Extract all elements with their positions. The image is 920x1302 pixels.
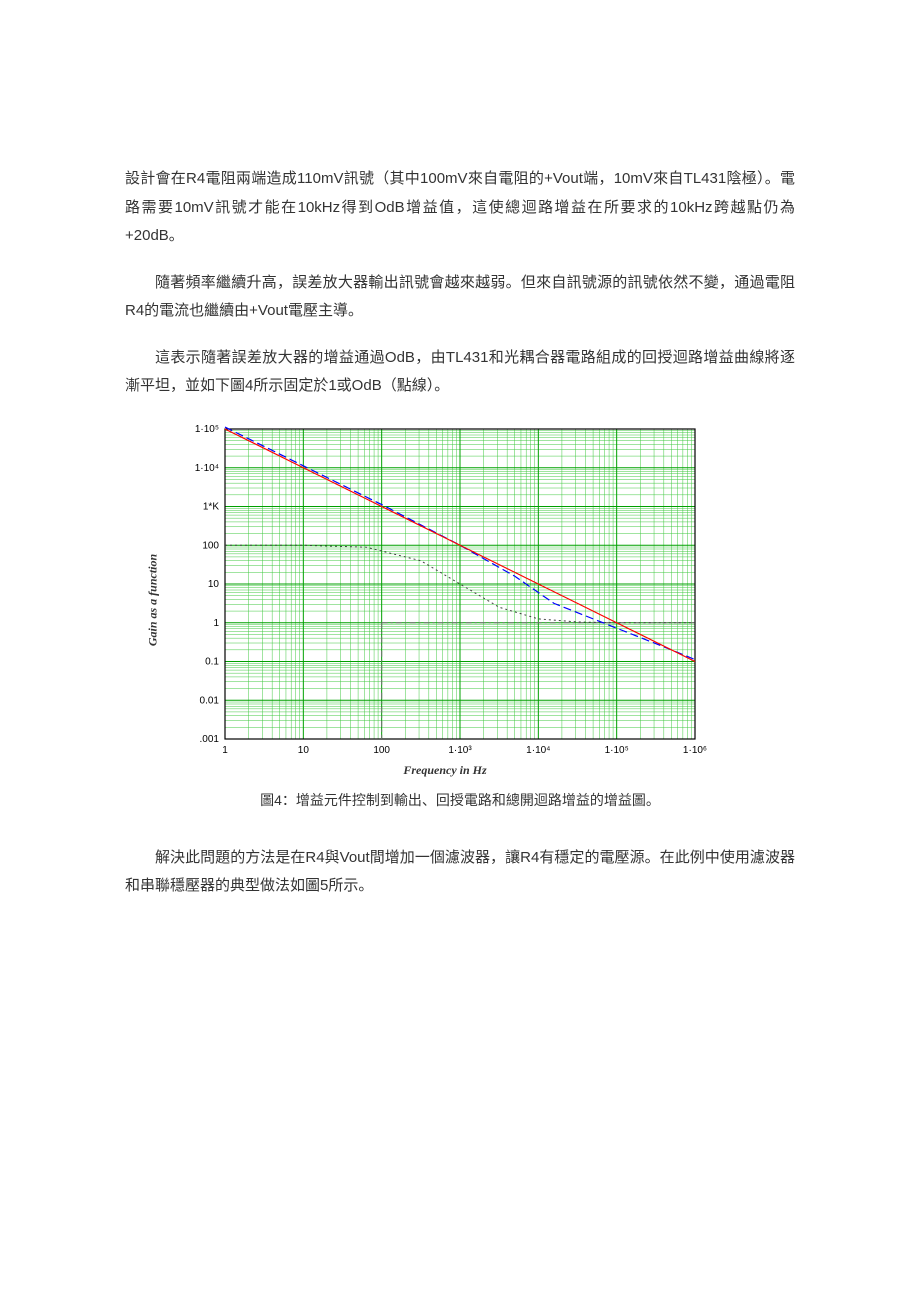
svg-text:1·10⁴: 1·10⁴ xyxy=(526,745,550,756)
svg-text:.001: .001 xyxy=(200,734,220,745)
svg-text:0.1: 0.1 xyxy=(205,656,219,667)
svg-text:100: 100 xyxy=(202,540,219,551)
svg-text:10: 10 xyxy=(208,579,220,590)
bode-plot-svg: 1 10 100 1·10³ 1·10⁴ 1·10⁵ 1·10⁶ .001 0.01 0.1 1 10… xyxy=(165,419,725,757)
svg-text:1: 1 xyxy=(213,617,219,628)
svg-text:10: 10 xyxy=(298,745,310,756)
svg-text:1·10⁵: 1·10⁵ xyxy=(605,745,629,756)
x-axis-label: Frequency in Hz xyxy=(165,759,725,782)
figure-4-chart: Gain as a function 1101001·10³1·10⁴1·10⁵… xyxy=(165,419,725,782)
paragraph-3: 這表示隨著誤差放大器的增益通過OdB，由TL431和光耦合器電路組成的回授迴路增… xyxy=(125,344,795,401)
svg-text:1·10⁴: 1·10⁴ xyxy=(195,462,219,473)
y-axis-label: Gain as a function xyxy=(142,554,165,646)
svg-text:1: 1 xyxy=(222,745,228,756)
svg-text:0.01: 0.01 xyxy=(200,695,220,706)
paragraph-2: 隨著頻率繼續升高，誤差放大器輸出訊號會越來越弱。但來自訊號源的訊號依然不變，通過… xyxy=(125,269,795,326)
paragraph-1: 設計會在R4電阻兩端造成110mV訊號（其中100mV來自電阻的+Vout端，1… xyxy=(125,165,795,251)
svg-text:1·10³: 1·10³ xyxy=(448,745,472,756)
svg-text:1*K: 1*K xyxy=(203,501,219,512)
svg-text:1·10⁵: 1·10⁵ xyxy=(195,424,219,435)
paragraph-4: 解決此問題的方法是在R4與Vout間增加一個濾波器，讓R4有穩定的電壓源。在此例… xyxy=(125,844,795,901)
svg-text:1·10⁶: 1·10⁶ xyxy=(683,745,707,756)
svg-text:100: 100 xyxy=(373,745,390,756)
figure-4-caption: 圖4：增益元件控制到輸出、回授電路和總開迴路增益的增益圖。 xyxy=(125,787,795,814)
